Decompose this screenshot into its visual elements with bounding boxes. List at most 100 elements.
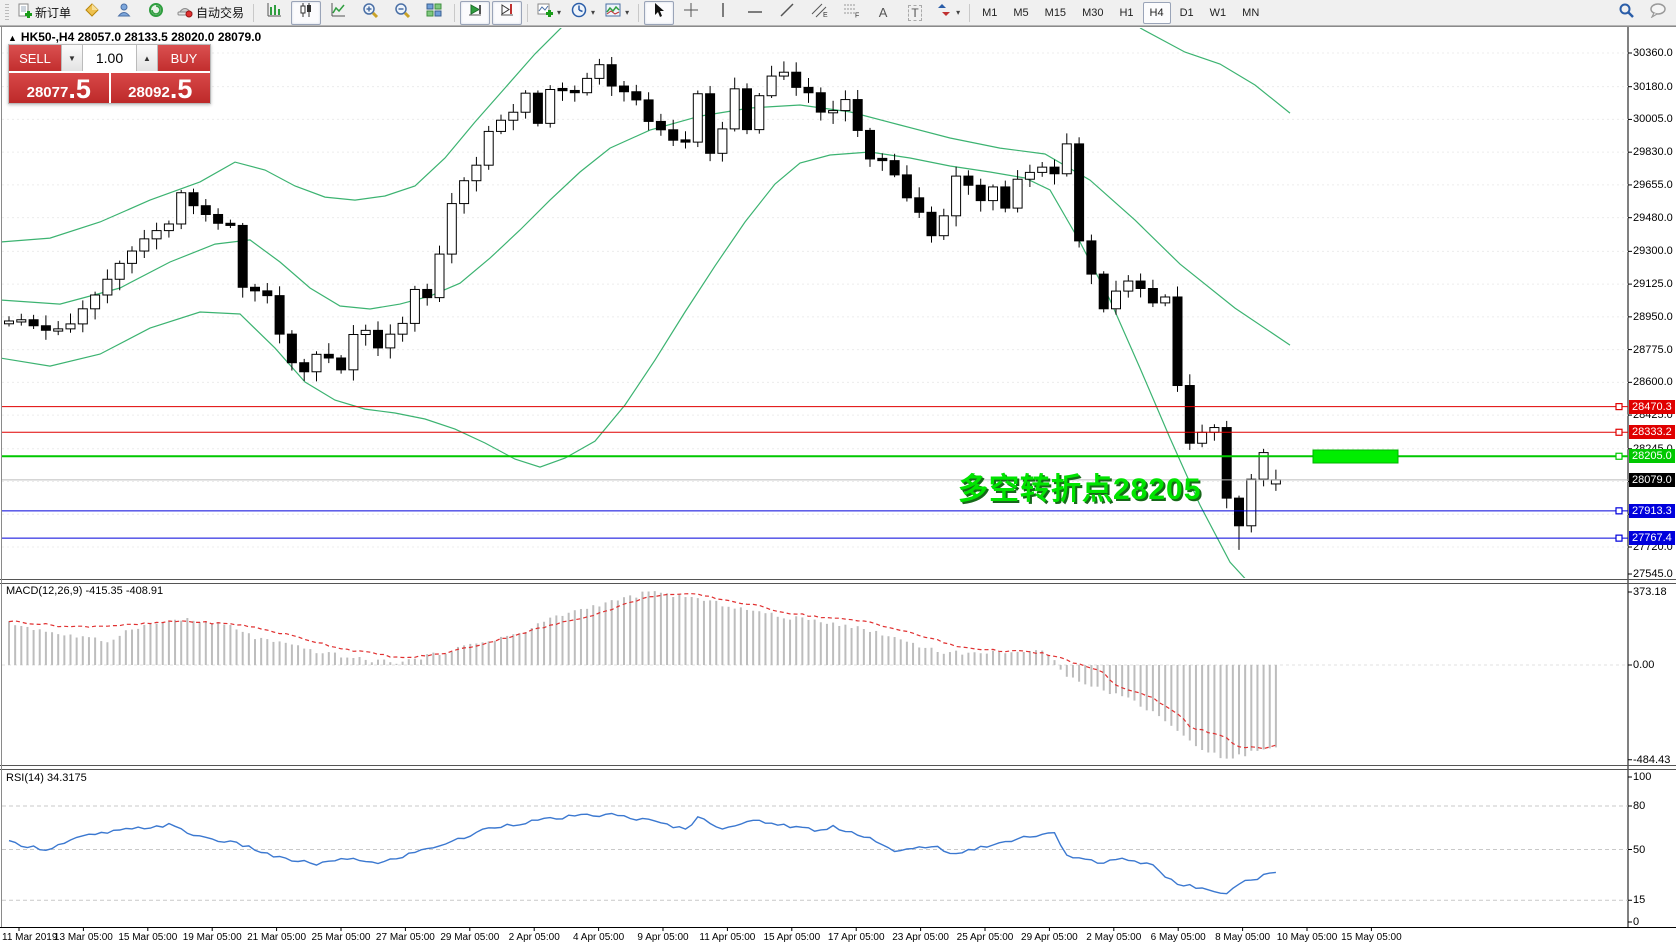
level-endpoint-marker[interactable]	[1615, 507, 1623, 515]
timeframe-m1[interactable]: M1	[982, 6, 998, 19]
crosshair-button[interactable]	[676, 1, 706, 25]
text-icon: A	[878, 5, 888, 20]
volume-input[interactable]: 1.00	[83, 45, 136, 71]
volume-increase-button[interactable]: ▲	[136, 45, 158, 71]
candle-down	[963, 175, 974, 186]
search-button[interactable]	[1611, 1, 1641, 25]
sell-button[interactable]: SELL	[9, 45, 61, 71]
candle-down	[188, 192, 199, 207]
candle-up	[53, 328, 64, 332]
arrows-button[interactable]: ▾	[932, 1, 964, 25]
candle-down	[975, 184, 986, 202]
symbol-period-label: HK50-,H4	[20, 30, 75, 44]
volume-decrease-button[interactable]: ▼	[61, 45, 83, 71]
candle-up	[1246, 478, 1257, 527]
zoom-in-icon	[362, 2, 379, 24]
ohlc-open: 28057.0	[77, 30, 122, 44]
navigator-button[interactable]	[109, 1, 139, 25]
price-tick-label: 29480.0	[1633, 211, 1673, 224]
zoom-out-button[interactable]	[387, 1, 417, 25]
level-endpoint-marker[interactable]	[1615, 534, 1623, 542]
templates-button[interactable]: ▾	[601, 1, 633, 25]
timeframe-h1[interactable]: H1	[1119, 6, 1134, 19]
candle-up	[1037, 166, 1048, 173]
chart-shift-button[interactable]	[492, 0, 523, 25]
macd-tick-label: 0.00	[1633, 659, 1655, 671]
candle-down	[1135, 280, 1146, 289]
candle-up	[729, 88, 740, 130]
chart-window: ▲ HK50-,H4 28057.0 28133.5 28020.0 28079.…	[0, 26, 1676, 947]
level-endpoint-marker[interactable]	[1615, 403, 1623, 411]
rsi-indicator-label: RSI(14) 34.3175	[6, 772, 87, 784]
fibonacci-button[interactable]: F	[836, 1, 866, 25]
templates-icon	[605, 2, 621, 23]
text-button[interactable]: A	[868, 1, 898, 25]
tile-windows-button[interactable]	[419, 1, 449, 25]
candle-up	[1197, 431, 1208, 444]
periods-button[interactable]: ▾	[567, 1, 599, 25]
buy-price-main: 28092	[128, 84, 170, 101]
timeframe-m30[interactable]: M30	[1082, 6, 1104, 19]
candle-up	[988, 186, 998, 202]
candle-down	[250, 286, 260, 292]
terminal-button[interactable]	[141, 1, 171, 25]
candlestick-button[interactable]	[291, 0, 322, 25]
candle-up	[766, 75, 777, 97]
channel-button[interactable]: E	[804, 1, 834, 25]
sell-price-display[interactable]: 28077.5	[9, 73, 109, 103]
candle-up	[692, 93, 703, 143]
timeframe-d1[interactable]: D1	[1179, 6, 1194, 19]
svg-text:F: F	[855, 13, 859, 19]
candle-down	[815, 92, 826, 113]
candle-down	[901, 174, 912, 199]
price-level-tag: 27913.3	[1629, 503, 1675, 518]
buy-button[interactable]: BUY	[158, 45, 210, 71]
turning-point-annotation[interactable]: 多空转折点28205	[958, 473, 1202, 506]
bar-chart-button[interactable]	[259, 1, 289, 25]
price-tick-label: 28600.0	[1633, 376, 1673, 389]
candle-down	[1000, 186, 1011, 209]
timeframe-m5[interactable]: M5	[1013, 6, 1029, 19]
toolbar-separator	[454, 3, 456, 22]
indicators-button[interactable]: ▾	[533, 1, 565, 25]
turning-point-highlight-box[interactable]	[1312, 449, 1399, 464]
trendline-button[interactable]	[772, 1, 802, 25]
date-tick-label: 17 Apr 05:00	[827, 932, 885, 943]
candle-up	[1012, 178, 1023, 209]
line-chart-button[interactable]	[323, 1, 353, 25]
vertical-line-button[interactable]	[708, 1, 738, 25]
zoom-in-button[interactable]	[355, 1, 385, 25]
level-endpoint-marker[interactable]	[1615, 452, 1623, 460]
candle-up	[151, 230, 162, 240]
timeframe-mn[interactable]: MN	[1242, 6, 1260, 19]
buy-price-display[interactable]: 28092.5	[108, 73, 210, 103]
text-label-button[interactable]: T	[900, 1, 930, 25]
date-tick-label: 23 Apr 05:00	[892, 932, 949, 943]
candle-down	[1098, 273, 1109, 310]
candle-down	[373, 329, 383, 349]
auto-scroll-button[interactable]	[460, 0, 491, 25]
horizontal-line-button[interactable]	[740, 1, 770, 25]
candle-down	[619, 85, 629, 93]
rsi-tick-label: 15	[1633, 894, 1646, 907]
timeframe-h4[interactable]: H4	[1142, 1, 1171, 24]
level-endpoint-marker[interactable]	[1615, 428, 1623, 436]
timeframe-m15[interactable]: M15	[1044, 6, 1067, 19]
candle-down	[569, 89, 580, 94]
collapse-icon[interactable]: ▲	[8, 33, 17, 43]
candle-down	[1221, 427, 1232, 499]
main-price-pane[interactable]	[0, 0, 1628, 588]
date-tick-label: 2 May 05:00	[1086, 932, 1142, 943]
chat-button[interactable]	[1643, 1, 1673, 25]
new-order-button[interactable]: 新订单	[13, 1, 75, 25]
price-tick-label: 28950.0	[1633, 310, 1673, 323]
rsi-tick-label: 50	[1633, 843, 1646, 856]
autotrade-button[interactable]: 自动交易	[173, 1, 248, 25]
cursor-button[interactable]	[644, 0, 675, 25]
candle-up	[1024, 171, 1035, 180]
timeframe-w1[interactable]: W1	[1209, 6, 1227, 19]
channel-icon: E	[811, 2, 828, 23]
data-window-button[interactable]	[77, 1, 107, 25]
price-tick-label: 28775.0	[1633, 343, 1673, 356]
